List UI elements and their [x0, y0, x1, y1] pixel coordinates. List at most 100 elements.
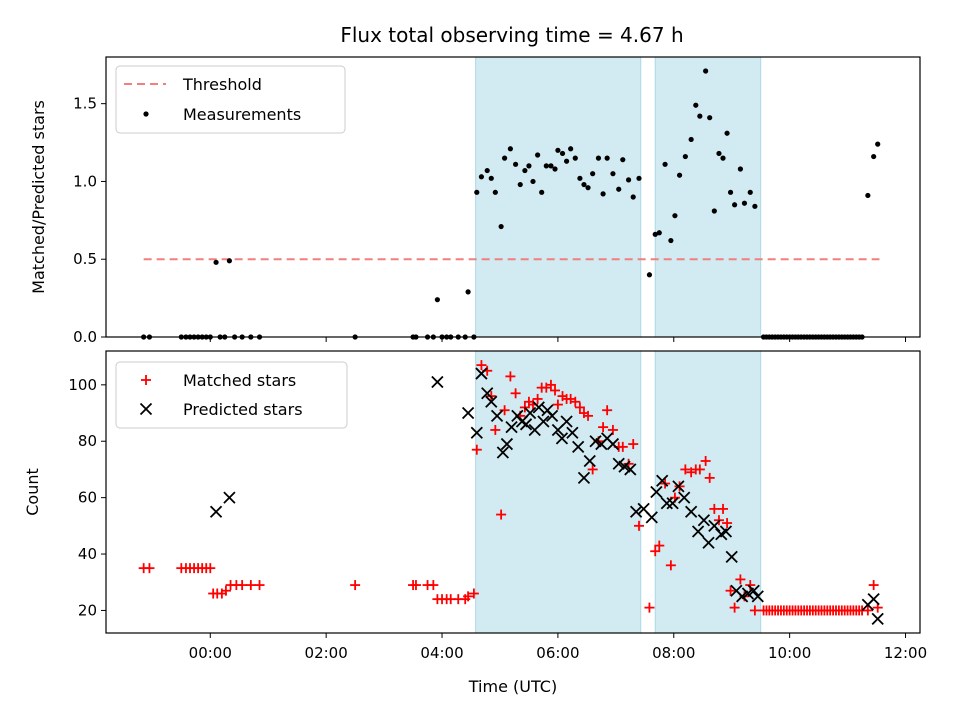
predicted-star-point [475, 367, 488, 380]
predicted-star-point-b [223, 491, 236, 504]
measurement-point [724, 130, 730, 136]
predicted-star-point-b [691, 525, 705, 538]
predicted-star-point [519, 418, 533, 431]
predicted-star-point [606, 437, 620, 451]
bottom-legend: Matched stars Predicted stars [115, 361, 348, 429]
predicted-star-point [589, 435, 602, 448]
predicted-star-point-b [485, 395, 498, 408]
predicted-star-point-b [577, 471, 591, 485]
measurement-point [703, 68, 709, 74]
measurement-point [625, 177, 632, 183]
predicted-star-point-b [697, 514, 711, 527]
y-tick-label: 20 [78, 601, 97, 619]
measurement-point [620, 157, 626, 163]
shaded-region-2 [654, 56, 762, 338]
predicted-star-point-b [566, 426, 579, 439]
top-panel: 0.0 0.5 1.0 1.5 Matched/Predicted stars Thr… [29, 56, 921, 346]
measurement-point [474, 189, 480, 195]
predicted-star-point [523, 406, 537, 420]
matched-star-point [476, 360, 487, 371]
predicted-star-point [470, 426, 483, 439]
predicted-star-point [871, 612, 884, 626]
predicted-star-point-b [537, 415, 550, 428]
predicted-star-point-b [431, 375, 444, 389]
predicted-star-point-b [583, 454, 596, 468]
matched-star-point [428, 580, 439, 591]
measurement-point [737, 166, 743, 172]
predicted-star-point-b [490, 409, 504, 422]
y-tick-label: 80 [78, 432, 97, 450]
predicted-star-point-b [702, 536, 715, 549]
predicted-star-point-b [209, 505, 223, 518]
matched-star-point [709, 503, 720, 514]
measurement-point [741, 200, 748, 206]
predicted-star-point [612, 457, 625, 470]
predicted-star-point-b [637, 502, 650, 516]
shaded-region-1 [475, 350, 642, 634]
predicted-star-point [660, 497, 673, 510]
measurement-point [662, 161, 668, 167]
predicted-star-point [645, 511, 658, 524]
predicted-star-point [583, 454, 596, 468]
y-tick-label: 100 [68, 376, 97, 394]
measurement-point [478, 174, 485, 180]
measurement-point [752, 203, 758, 209]
predicted-star-point-b [708, 519, 721, 532]
matched-star-point [220, 585, 231, 596]
measurement-point [727, 189, 734, 195]
legend-predicted-swatch [139, 402, 153, 416]
matched-star-point [205, 563, 216, 574]
predicted-star-point [555, 432, 569, 445]
measurement-point [526, 163, 532, 169]
predicted-star-point [691, 525, 705, 538]
top-x-ticks [209, 337, 907, 342]
measurement-point [595, 155, 602, 161]
x-tick-label: 06:00 [536, 644, 579, 662]
predicted-star-point [624, 463, 637, 476]
measurement-point [543, 163, 549, 169]
measurement-point [563, 158, 570, 164]
matched-star-point [245, 580, 256, 591]
measurement-point [522, 167, 528, 174]
measurement-point [865, 192, 871, 199]
predicted-star-point [747, 584, 760, 597]
predicted-star-point-b [871, 612, 884, 626]
legend-predicted-label: Predicted stars [183, 400, 303, 419]
predicted-star-point [490, 409, 504, 422]
shaded-region-2 [654, 350, 762, 634]
predicted-star-point-b [650, 485, 663, 499]
legend-measurements-swatch [143, 111, 149, 117]
y-tick-label: 0.5 [73, 250, 97, 268]
predicted-star-point [485, 395, 498, 408]
matched-star-point [587, 464, 598, 475]
predicted-star-point [505, 421, 518, 434]
predicted-star-point-b [612, 457, 625, 470]
predicted-star-point [532, 401, 545, 414]
y-tick-label: 40 [78, 545, 97, 563]
matched-star-point [749, 605, 760, 616]
matched-star-point [722, 518, 733, 529]
predicted-star-point [719, 525, 733, 538]
measurement-point [581, 181, 587, 188]
x-tick-label: 00:00 [189, 644, 232, 662]
shaded-region-1 [475, 56, 642, 338]
matched-star-point [583, 410, 594, 421]
predicted-star-point [618, 460, 631, 473]
matched-star-point [350, 580, 361, 591]
measurement-point [568, 146, 574, 152]
measurement-point [682, 153, 688, 160]
matched-star-point [471, 444, 482, 455]
measurement-point [501, 155, 508, 161]
measurement-point [434, 297, 440, 303]
matched-stars-points [138, 360, 883, 616]
x-tick-label: 04:00 [420, 644, 463, 662]
measurement-point [630, 194, 636, 200]
chart-title: Flux total observing time = 4.67 h [340, 23, 683, 47]
matched-star-point [617, 441, 628, 452]
matched-star-point [729, 602, 740, 613]
predicted-star-point-b [555, 432, 569, 445]
matched-star-point [510, 388, 521, 399]
predicted-star-point [678, 491, 691, 504]
predicted-star-point [209, 505, 223, 518]
